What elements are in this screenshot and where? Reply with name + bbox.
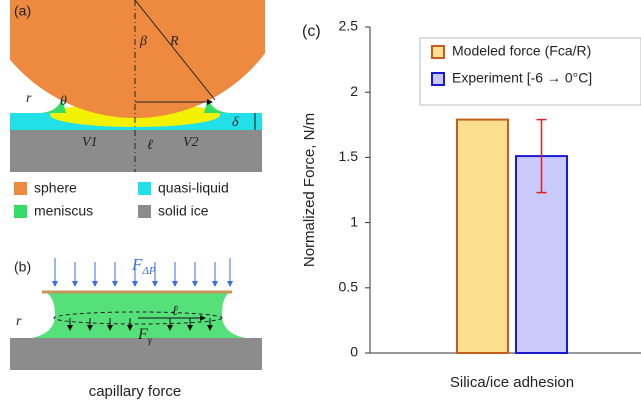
panel-b-diagram [10, 258, 262, 370]
symbol: ℓ [147, 138, 153, 153]
y-tick-label: 0 [350, 344, 358, 360]
legend-label: Experiment [-6 → 0°C] [452, 70, 592, 86]
legend-swatch [138, 182, 151, 195]
bar [457, 120, 508, 353]
y-tick-label: 1.5 [339, 148, 359, 164]
panel-label: (b) [14, 259, 31, 275]
y-tick-label: 0.5 [339, 279, 359, 295]
legend-label: Modeled force (Fca/R) [452, 43, 591, 59]
legend-label: meniscus [34, 203, 93, 219]
y-tick-label: 2.5 [339, 18, 359, 34]
panel-label: (a) [14, 3, 31, 19]
legend-swatch [138, 205, 151, 218]
legend-label: sphere [34, 180, 77, 196]
symbol: δ [232, 115, 239, 130]
symbol: r [26, 91, 32, 106]
y-tick-label: 1 [350, 213, 358, 229]
symbol: β [139, 34, 147, 49]
caption: capillary force [89, 383, 182, 400]
symbol: FΔP [131, 255, 156, 277]
symbol: θ [60, 94, 67, 109]
symbol: ℓ [172, 304, 178, 319]
x-tick-label: Silica/ice adhesion [450, 374, 574, 391]
symbol: V1 [82, 135, 98, 150]
legend-label: solid ice [158, 203, 209, 219]
legend-label: quasi-liquid [158, 180, 229, 196]
figure: (a) β R r θ δ V1 V2 ℓ sphere meniscus qu… [0, 0, 641, 401]
panel-label: (c) [302, 23, 321, 40]
legend-swatch [14, 205, 27, 218]
symbol: R [169, 34, 179, 49]
y-axis-label: Normalized Force, N/m [301, 113, 318, 267]
legend-swatch [432, 46, 444, 58]
legend-swatch [432, 73, 444, 85]
symbol: r [16, 314, 22, 329]
y-tick-label: 2 [350, 83, 358, 99]
symbol: V2 [183, 135, 199, 150]
legend-swatch [14, 182, 27, 195]
